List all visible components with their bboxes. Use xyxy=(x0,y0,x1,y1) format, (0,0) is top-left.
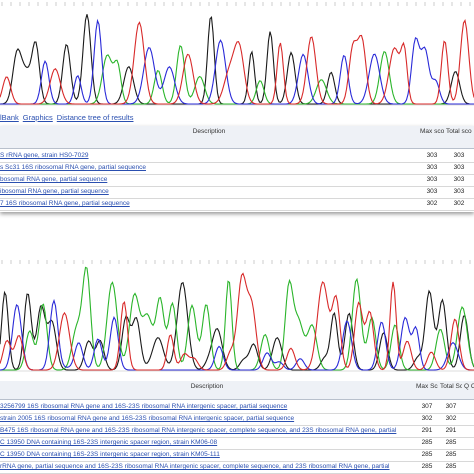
score: 291 xyxy=(421,427,433,434)
trace xyxy=(0,14,474,105)
table-row: C 13950 DNA containing 16S-23S intergeni… xyxy=(0,449,474,462)
score: 302 xyxy=(445,415,457,422)
description: bosomal RNA gene, partial sequence xyxy=(0,174,418,186)
table-row: ibosomal RNA gene, partial sequence 303 30… xyxy=(0,186,474,199)
chromatogram xyxy=(0,260,474,372)
results-table: Description Max scoreTotal score S rRNA ge… xyxy=(0,126,474,212)
score: 302 xyxy=(421,415,433,422)
header-cell: Max score xyxy=(420,128,444,135)
header-cell: Description xyxy=(190,383,224,390)
description: C 13950 DNA containing 16S-23S intergeni… xyxy=(0,437,414,449)
header-cell: Total Score xyxy=(440,383,462,390)
description: s Sc31 16S ribosomal RNA gene, partial s… xyxy=(0,162,418,174)
trace xyxy=(0,266,474,371)
score: 303 xyxy=(453,188,465,195)
table-row: bosomal RNA gene, partial sequence 303 303 xyxy=(0,174,474,187)
trace xyxy=(0,19,474,105)
score: 303 xyxy=(453,164,465,171)
table-header: Description Max scoreTotal score xyxy=(0,126,474,149)
trace xyxy=(0,272,474,371)
score: 285 xyxy=(445,463,457,470)
header-cell: Description xyxy=(192,128,226,135)
description-link[interactable]: 7 16S ribosomal RNA gene, partial sequen… xyxy=(0,200,130,207)
trace xyxy=(0,298,474,371)
link[interactable]: Distance tree of results xyxy=(56,113,134,122)
description-link[interactable]: rRNA gene, partial sequence and 16S-23S … xyxy=(0,463,390,470)
score: 303 xyxy=(426,176,438,183)
score: 303 xyxy=(453,176,465,183)
score: 285 xyxy=(445,451,457,458)
score: 303 xyxy=(426,188,438,195)
score: 285 xyxy=(421,451,433,458)
score: 285 xyxy=(421,463,433,470)
description: 7 16S ribosomal RNA gene, partial sequen… xyxy=(0,198,418,210)
header-cell: Q C xyxy=(464,383,474,390)
table-row: rRNA gene, partial sequence and 16S-23S … xyxy=(0,461,474,474)
score: 307 xyxy=(445,403,457,410)
link[interactable]: Graphics xyxy=(22,113,53,122)
score: 291 xyxy=(445,427,457,434)
description-link[interactable]: ibosomal RNA gene, partial sequence xyxy=(0,188,109,195)
description-link[interactable]: C 13950 DNA containing 16S-23S intergeni… xyxy=(0,439,218,446)
description-link[interactable]: strain 2005 16S ribosomal RNA gene and 1… xyxy=(0,415,295,422)
chromatogram xyxy=(0,2,474,106)
score: 303 xyxy=(426,152,438,159)
description: S rRNA gene, strain HS0-7029 xyxy=(0,150,418,162)
description: strain 2005 16S ribosomal RNA gene and 1… xyxy=(0,413,414,425)
description: rRNA gene, partial sequence and 16S-23S … xyxy=(0,461,414,473)
description: B475 16S ribosomal RNA gene and 16S-23S … xyxy=(0,425,414,437)
description-link[interactable]: 3256799 16S ribosomal RNA gene and 16S-2… xyxy=(0,403,288,410)
table-row: S rRNA gene, strain HS0-7029 303 303 xyxy=(0,150,474,163)
description: C 13950 DNA containing 16S-23S intergeni… xyxy=(0,449,414,461)
description: ibosomal RNA gene, partial sequence xyxy=(0,186,418,198)
link[interactable]: lBank xyxy=(0,113,19,122)
description-link[interactable]: C 13950 DNA containing 16S-23S intergeni… xyxy=(0,451,220,458)
header-cell: Max Score xyxy=(416,383,438,390)
score: 307 xyxy=(421,403,433,410)
table-header: Description Max ScoreTotal ScoreQ C xyxy=(0,381,474,400)
table-row: 7 16S ribosomal RNA gene, partial sequen… xyxy=(0,198,474,211)
table-row: B475 16S ribosomal RNA gene and 16S-23S … xyxy=(0,425,474,438)
table-row: C 13950 DNA containing 16S-23S intergeni… xyxy=(0,437,474,450)
table-row: s Sc31 16S ribosomal RNA gene, partial s… xyxy=(0,162,474,175)
score: 302 xyxy=(453,200,465,207)
score: 285 xyxy=(445,439,457,446)
score: 303 xyxy=(453,152,465,159)
header-cell: Total score xyxy=(446,128,472,135)
description-link[interactable]: s Sc31 16S ribosomal RNA gene, partial s… xyxy=(0,164,146,171)
table-row: strain 2005 16S ribosomal RNA gene and 1… xyxy=(0,413,474,426)
description-link[interactable]: S rRNA gene, strain HS0-7029 xyxy=(0,152,89,159)
description-link[interactable]: B475 16S ribosomal RNA gene and 16S-23S … xyxy=(0,427,397,434)
table-row: 3256799 16S ribosomal RNA gene and 16S-2… xyxy=(0,401,474,414)
trace xyxy=(0,18,474,105)
result-links: lBank Graphics Distance tree of results xyxy=(0,113,137,122)
results-table: Description Max ScoreTotal ScoreQ C 325679… xyxy=(0,381,474,474)
description: 3256799 16S ribosomal RNA gene and 16S-2… xyxy=(0,401,414,413)
score: 285 xyxy=(421,439,433,446)
score: 303 xyxy=(426,164,438,171)
score: 302 xyxy=(426,200,438,207)
description-link[interactable]: bosomal RNA gene, partial sequence xyxy=(0,176,108,183)
